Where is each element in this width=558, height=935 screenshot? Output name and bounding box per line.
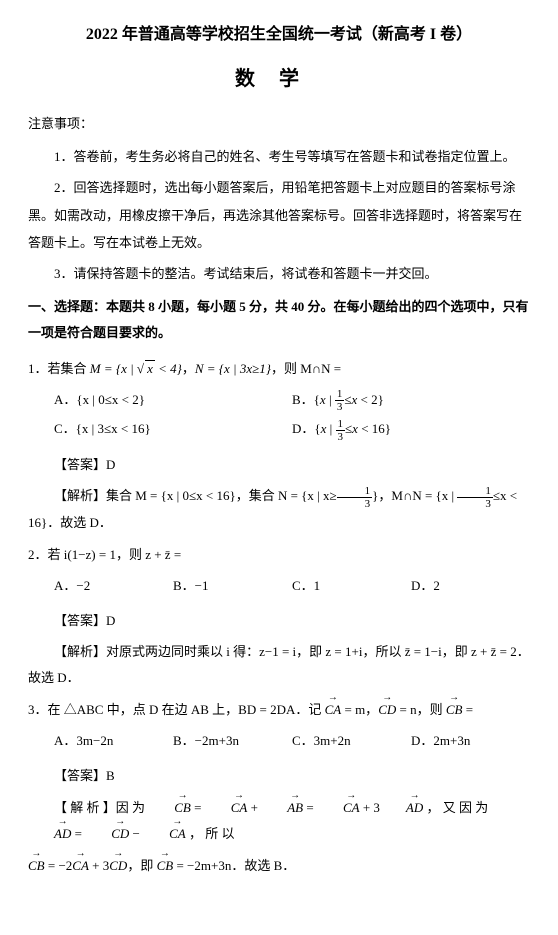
fraction: 13 bbox=[335, 388, 345, 413]
option-d: D．2 bbox=[411, 574, 530, 599]
exam-title: 2022 年普通高等学校招生全国统一考试（新高考 I 卷） bbox=[28, 20, 530, 50]
vector: CB bbox=[28, 853, 45, 879]
option-d: D．2m+3n bbox=[411, 729, 530, 754]
q1-text: ， bbox=[182, 361, 195, 376]
notice-item: 2．回答选择题时，选出每小题答案后，用铅笔把答题卡上对应题目的答案标号涂黑。如需… bbox=[28, 174, 530, 256]
notice-item: 3．请保持答题卡的整洁。考试结束后，将试卷和答题卡一并交回。 bbox=[28, 260, 530, 287]
question-1-options: A．{x | 0≤x < 2} B．{x | 13≤x < 2} C．{x | … bbox=[28, 388, 530, 447]
math: N = {x | 3x≥1} bbox=[195, 361, 271, 376]
option-a: A．{x | 0≤x < 2} bbox=[54, 388, 292, 414]
vector: AB bbox=[261, 795, 303, 821]
section-heading: 一、选择题：本题共 8 小题，每小题 5 分，共 40 分。在每小题给出的四个选… bbox=[28, 294, 530, 346]
option-d: D．{x | 13≤x < 16} bbox=[292, 417, 530, 443]
subject-title: 数学 bbox=[28, 60, 530, 98]
expl-text: = −2m+3n．故选 B． bbox=[173, 858, 295, 873]
question-3-options: A．3m−2n B．−2m+3n C．3m+2n D．2m+3n bbox=[28, 729, 530, 758]
vector: CD bbox=[378, 697, 396, 723]
vector: CD bbox=[109, 853, 127, 879]
vector: CA bbox=[72, 853, 89, 879]
option-c: C．{x | 3≤x < 16} bbox=[54, 417, 292, 443]
question-2-explanation: 【解析】对原式两边同时乘以 i 得：z−1 = i，即 z = 1+i，所以 z… bbox=[28, 639, 530, 691]
question-2-options: A．−2 B．−1 C．1 D．2 bbox=[28, 574, 530, 603]
fraction: 13 bbox=[336, 418, 346, 443]
expl-text: ，即 bbox=[127, 858, 156, 873]
vector: CA bbox=[317, 795, 360, 821]
question-3-explanation-line2: CB = −2CA + 3CD，即 CB = −2m+3n．故选 B． bbox=[28, 853, 530, 879]
option-c: C．3m+2n bbox=[292, 729, 411, 754]
q3-text: = n，则 bbox=[396, 702, 446, 717]
q3-text: = m， bbox=[341, 702, 378, 717]
expl-text: ， 所 以 bbox=[186, 826, 235, 841]
question-3-stem: 3．在 △ABC 中，点 D 在边 AB 上，BD = 2DA．记 CA = m… bbox=[28, 697, 530, 723]
question-3-explanation: 【 解 析 】因 为 CB = CA + AB = CA + 3AD ， 又 因… bbox=[28, 795, 530, 847]
expl-text: 【解析】集合 M = {x | 0≤x < 16}，集合 N = {x | x≥ bbox=[54, 488, 337, 503]
vector: CA bbox=[325, 697, 342, 723]
math: M = {x | bbox=[90, 361, 137, 376]
fraction: 13 bbox=[337, 485, 373, 510]
question-2-answer: 【答案】D bbox=[28, 609, 530, 634]
q3-text: 3．在 △ABC 中，点 D 在边 AB 上，BD = 2DA．记 bbox=[28, 702, 325, 717]
vector: AD bbox=[380, 795, 423, 821]
question-2-stem: 2．若 i(1−z) = 1，则 z + z̄ = bbox=[28, 542, 530, 568]
fraction: 13 bbox=[457, 485, 493, 510]
q1-text: ，则 M∩N = bbox=[271, 361, 341, 376]
question-1-answer: 【答案】D bbox=[28, 453, 530, 478]
question-1-stem: 1．若集合 M = {x | √x < 4}，N = {x | 3x≥1}，则 … bbox=[28, 356, 530, 382]
notice-item: 1．答卷前，考生务必将自己的姓名、考生号等填写在答题卡和试卷指定位置上。 bbox=[28, 143, 530, 170]
math: < 4} bbox=[155, 361, 182, 376]
vector: CB bbox=[446, 697, 463, 723]
option-b: B．−1 bbox=[173, 574, 292, 599]
vector: CA bbox=[205, 795, 248, 821]
vector: CB bbox=[157, 853, 174, 879]
option-c: C．1 bbox=[292, 574, 411, 599]
expl-text: ， 又 因 为 bbox=[423, 800, 488, 815]
q1-text: 1．若集合 bbox=[28, 361, 90, 376]
option-b: B．−2m+3n bbox=[173, 729, 292, 754]
option-a: A．3m−2n bbox=[54, 729, 173, 754]
notice-heading: 注意事项： bbox=[28, 112, 530, 137]
math: x bbox=[145, 360, 155, 376]
option-b: B．{x | 13≤x < 2} bbox=[292, 388, 530, 414]
question-1-explanation: 【解析】集合 M = {x | 0≤x < 16}，集合 N = {x | x≥… bbox=[28, 483, 530, 536]
option-a: A．−2 bbox=[54, 574, 173, 599]
q3-text: = bbox=[462, 702, 473, 717]
expl-text: }，M∩N = {x | bbox=[372, 488, 457, 503]
